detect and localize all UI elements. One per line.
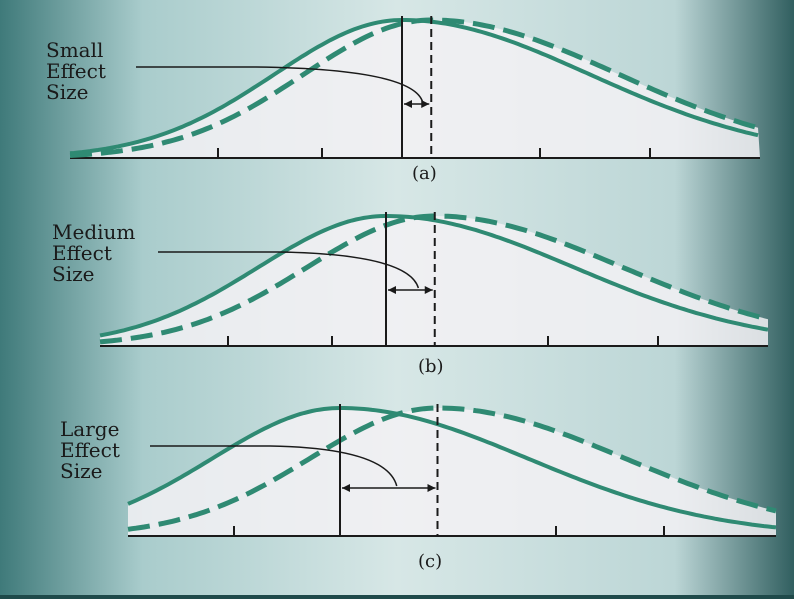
panel-b-label-line-2: Effect bbox=[52, 241, 112, 265]
panel-c-label-line-1: Large bbox=[60, 417, 120, 441]
panel-a-arrowhead-left bbox=[404, 100, 412, 108]
panel-a-arrowhead-right bbox=[421, 100, 430, 108]
panel-b-label-line-3: Size bbox=[52, 262, 95, 286]
panel-b-label: Medium Effect Size bbox=[52, 222, 135, 285]
panel-c-caption: (c) bbox=[418, 551, 443, 572]
panel-c bbox=[127, 404, 777, 537]
panel-a-control-curve bbox=[69, 18, 759, 156]
panel-b-caption: (b) bbox=[418, 356, 444, 377]
panel-a-label: Small Effect Size bbox=[46, 40, 106, 103]
panel-a-label-line-2: Effect bbox=[46, 59, 106, 83]
panel-c-label-line-3: Size bbox=[60, 459, 103, 483]
panel-b bbox=[99, 212, 769, 347]
panel-c-label-line-2: Effect bbox=[60, 438, 120, 462]
panel-c-treatment-curve bbox=[127, 405, 777, 532]
panel-b-arrowhead-right bbox=[424, 286, 433, 294]
panel-a-label-line-3: Size bbox=[46, 80, 89, 104]
panel-b-control-curve bbox=[99, 214, 769, 338]
panel-a-caption: (a) bbox=[412, 163, 437, 184]
panel-c-area bbox=[128, 408, 776, 536]
panel-a-area bbox=[70, 20, 760, 158]
panel-a bbox=[69, 16, 760, 159]
panel-c-control-curve bbox=[127, 406, 777, 530]
panel-c-arrowhead-left bbox=[342, 484, 350, 492]
panel-c-leader-line bbox=[150, 445, 398, 487]
panel-b-leader-line bbox=[158, 251, 420, 289]
panel-c-label: Large Effect Size bbox=[60, 419, 120, 482]
panel-c-arrowhead-right bbox=[427, 484, 436, 492]
panel-b-label-line-1: Medium bbox=[52, 220, 136, 244]
panel-b-arrowhead-left bbox=[388, 286, 396, 294]
panel-a-label-line-1: Small bbox=[46, 38, 104, 62]
panel-a-leader-line bbox=[136, 66, 424, 103]
